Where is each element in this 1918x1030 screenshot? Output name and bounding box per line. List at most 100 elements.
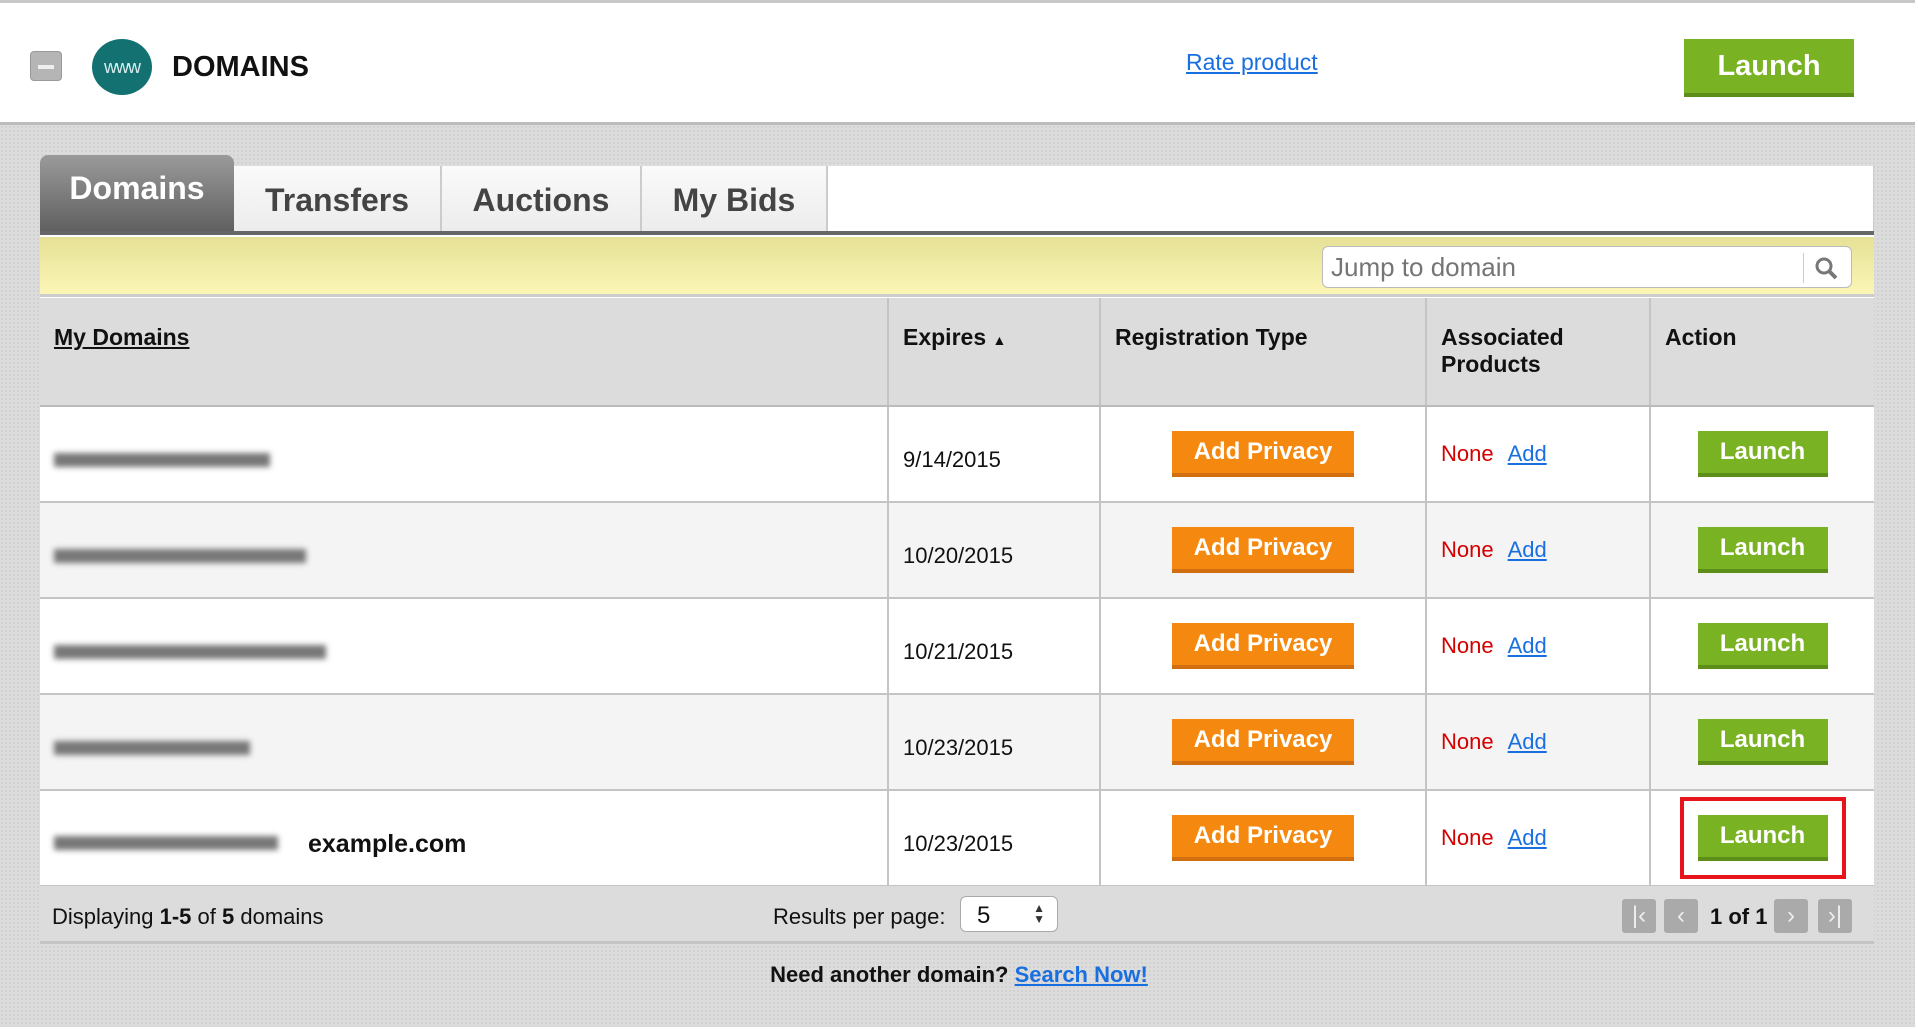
add-privacy-button[interactable]: Add Privacy <box>1172 815 1354 861</box>
expires-date: 10/23/2015 <box>903 735 1014 760</box>
col-label[interactable]: Expires <box>903 324 987 350</box>
registration-cell: Add Privacy <box>1100 790 1427 887</box>
add-product-link[interactable]: Add <box>1507 729 1547 754</box>
expires-cell: 10/23/2015 <box>888 694 1101 791</box>
launch-button[interactable]: Launch <box>1697 815 1828 861</box>
domains-table: My Domains Expires ▲ Registration Type A… <box>40 298 1874 887</box>
add-product-link[interactable]: Add <box>1507 537 1547 562</box>
associated-products-cell: None Add <box>1426 598 1651 695</box>
sort-asc-icon: ▲ <box>992 332 1007 348</box>
page-indicator: 1 of 1 <box>1710 904 1768 929</box>
col-label: Registration Type <box>1115 324 1308 350</box>
associated-products-cell: None Add <box>1426 694 1651 791</box>
expires-date: 10/20/2015 <box>903 543 1014 568</box>
blurred-domain-name <box>54 741 250 756</box>
blurred-domain-name <box>54 645 326 660</box>
blurred-domain-name <box>54 549 306 564</box>
domain-name[interactable]: example.com <box>308 829 467 858</box>
action-cell: Launch <box>1650 406 1874 503</box>
associated-products-cell: None Add <box>1426 502 1651 599</box>
expires-cell: 9/14/2015 <box>888 406 1101 503</box>
expires-date: 10/21/2015 <box>903 639 1014 664</box>
none-label: None <box>1441 441 1494 466</box>
first-page-icon[interactable]: |‹ <box>1622 899 1656 933</box>
rate-product-link[interactable]: Rate product <box>1186 49 1318 75</box>
last-page-icon[interactable]: ›| <box>1818 899 1852 933</box>
launch-button[interactable]: Launch <box>1697 527 1828 573</box>
stepper-arrows-icon: ▲ ▼ <box>1033 901 1045 926</box>
displaying-count: Displaying 1-5 of 5 domains <box>52 904 324 929</box>
none-label: None <box>1441 537 1494 562</box>
tab-my-bids[interactable]: My Bids <box>642 166 828 231</box>
action-cell: Launch <box>1650 790 1874 887</box>
col-associated-products: Associated Products <box>1426 298 1651 407</box>
col-action: Action <box>1650 298 1874 407</box>
domain-cell[interactable] <box>40 694 889 791</box>
blurred-domain-name <box>54 836 278 850</box>
none-label: None <box>1441 729 1494 754</box>
www-globe-logo: www <box>92 39 152 95</box>
add-privacy-button[interactable]: Add Privacy <box>1172 719 1354 765</box>
col-label: Action <box>1665 324 1737 350</box>
registration-cell: Add Privacy <box>1100 694 1427 791</box>
page-title: DOMAINS <box>172 51 309 83</box>
col-my-domains[interactable]: My Domains <box>40 298 889 407</box>
logo-text: www <box>104 56 141 77</box>
add-product-link[interactable]: Add <box>1507 633 1547 658</box>
launch-button-header[interactable]: Launch <box>1684 39 1854 97</box>
table-row: 9/14/2015 Add Privacy None Add Launch <box>40 406 1874 503</box>
domain-cell[interactable] <box>40 598 889 695</box>
table-header-row: My Domains Expires ▲ Registration Type A… <box>40 298 1874 407</box>
tab-domains[interactable]: Domains <box>40 155 234 231</box>
action-cell: Launch <box>1650 502 1874 599</box>
expires-date: 9/14/2015 <box>903 447 1001 472</box>
launch-button[interactable]: Launch <box>1697 431 1828 477</box>
table-row: 10/21/2015 Add Privacy None Add Launch <box>40 598 1874 695</box>
registration-cell: Add Privacy <box>1100 406 1427 503</box>
registration-cell: Add Privacy <box>1100 502 1427 599</box>
add-product-link[interactable]: Add <box>1507 825 1547 850</box>
search-icon[interactable] <box>1803 253 1851 283</box>
expires-date: 10/23/2015 <box>903 831 1014 856</box>
expires-cell: 10/23/2015 <box>888 790 1101 887</box>
add-product-link[interactable]: Add <box>1507 441 1547 466</box>
domain-cell[interactable] <box>40 406 889 503</box>
domain-cell[interactable]: example.com <box>40 790 889 887</box>
blurred-domain-name <box>54 453 270 468</box>
none-label: None <box>1441 633 1494 658</box>
associated-products-cell: None Add <box>1426 406 1651 503</box>
col-label: Associated Products <box>1441 324 1564 377</box>
col-expires[interactable]: Expires ▲ <box>888 298 1101 407</box>
tab-auctions[interactable]: Auctions <box>442 166 642 231</box>
table-row: 10/20/2015 Add Privacy None Add Launch <box>40 502 1874 599</box>
expires-cell: 10/20/2015 <box>888 502 1101 599</box>
col-label[interactable]: My Domains <box>54 324 190 350</box>
results-per-page-label: Results per page: <box>773 904 946 929</box>
action-cell: Launch <box>1650 694 1874 791</box>
highlight-box: Launch <box>1679 797 1846 879</box>
jump-to-domain-search <box>1322 246 1852 288</box>
need-text: Need another domain? <box>770 962 1015 987</box>
collapse-button[interactable] <box>30 51 62 81</box>
launch-button[interactable]: Launch <box>1697 623 1828 669</box>
prev-page-icon[interactable]: ‹ <box>1664 899 1698 933</box>
add-privacy-button[interactable]: Add Privacy <box>1172 527 1354 573</box>
table-footer: Displaying 1-5 of 5 domains Results per … <box>40 886 1874 944</box>
results-per-page-select[interactable]: 5 ▲ ▼ <box>960 896 1058 932</box>
launch-button[interactable]: Launch <box>1697 719 1828 765</box>
associated-products-cell: None Add <box>1426 790 1651 887</box>
next-page-icon[interactable]: › <box>1774 899 1808 933</box>
app-header: www DOMAINS Rate product Launch <box>0 0 1915 122</box>
action-cell: Launch <box>1650 598 1874 695</box>
search-now-link[interactable]: Search Now! <box>1014 962 1148 987</box>
add-privacy-button[interactable]: Add Privacy <box>1172 431 1354 477</box>
tab-bar: Domains Transfers Auctions My Bids <box>40 155 1874 235</box>
add-privacy-button[interactable]: Add Privacy <box>1172 623 1354 669</box>
none-label: None <box>1441 825 1494 850</box>
select-value: 5 <box>977 902 991 929</box>
expires-cell: 10/21/2015 <box>888 598 1101 695</box>
domain-cell[interactable] <box>40 502 889 599</box>
table-row: example.com 10/23/2015 Add Privacy None Add L… <box>40 790 1874 887</box>
jump-to-domain-input[interactable] <box>1331 252 1791 283</box>
tab-transfers[interactable]: Transfers <box>234 166 442 231</box>
